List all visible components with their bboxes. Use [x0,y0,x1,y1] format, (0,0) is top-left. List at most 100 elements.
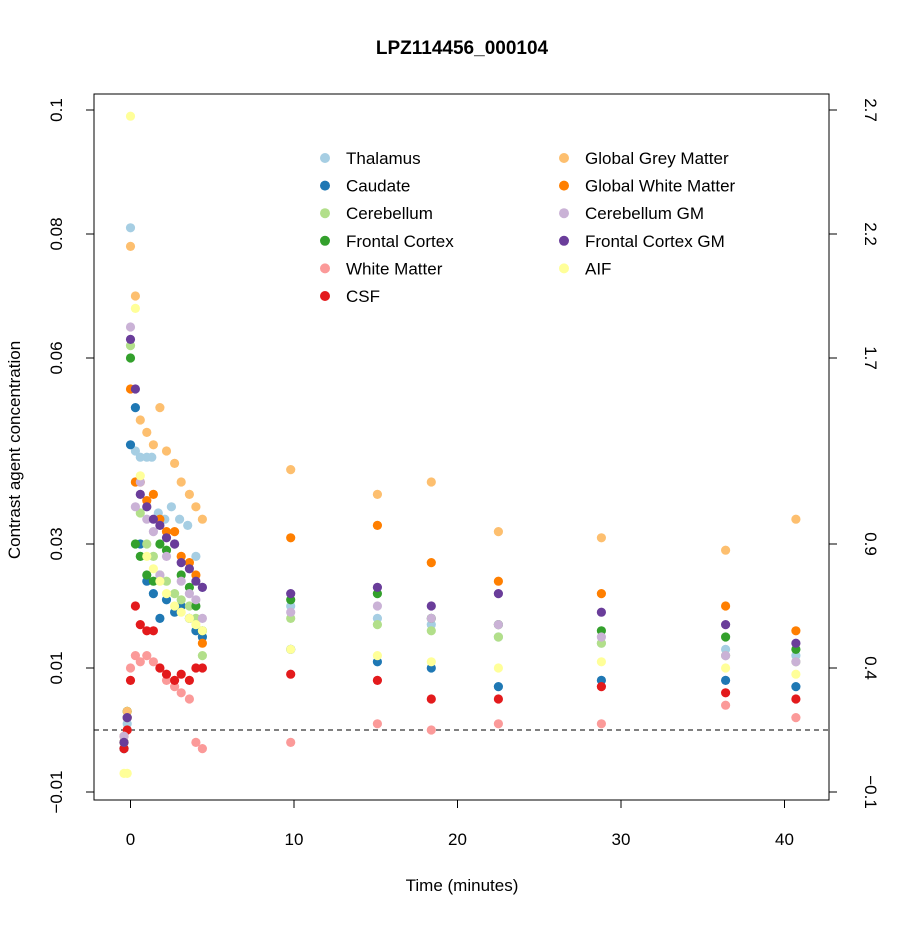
legend-marker-csf [320,291,330,301]
data-points [119,111,801,779]
point-aif [155,576,165,586]
point-global-white-matter [286,533,296,543]
legend-marker-global-grey-matter [559,153,569,163]
point-white-matter [184,694,194,704]
point-csf [197,663,207,673]
point-cerebellum [161,576,172,586]
y2-tick-label: −0.1 [861,775,880,809]
point-cerebellum-gm [286,607,296,617]
point-frontal-cortex-gm [426,601,436,611]
point-aif [791,669,801,679]
legend-label-thalamus: Thalamus [346,149,421,168]
point-global-white-matter [372,520,382,531]
point-aif [493,663,503,673]
point-frontal-cortex-gm [176,558,186,568]
point-cerebellum-gm [191,595,201,605]
legend-label-csf: CSF [346,287,380,306]
point-white-matter [791,713,801,723]
point-global-white-matter [791,626,801,636]
point-csf [286,669,296,679]
point-cerebellum-gm [148,527,158,537]
y-tick-label: 0.01 [47,651,66,684]
point-thalamus [125,223,136,233]
point-aif [191,620,201,630]
point-csf [791,694,801,704]
y2-tick-label: 0.4 [861,656,880,680]
point-caudate [155,613,165,624]
point-global-white-matter [596,589,607,599]
point-cerebellum-gm [493,620,503,630]
point-global-grey-matter [125,241,136,251]
point-global-white-matter [426,558,436,568]
point-aif [176,607,186,617]
point-frontal-cortex-gm [122,713,132,723]
y-axis-title: Contrast agent concentration [5,341,24,559]
point-thalamus [183,520,193,531]
point-aif [148,564,158,574]
point-cerebellum-gm [596,632,607,642]
point-global-grey-matter [426,477,436,487]
point-global-white-matter [170,527,180,537]
point-csf [130,601,140,611]
y-tick-label: 0.03 [47,527,66,560]
point-aif [125,111,136,121]
point-cerebellum [148,551,158,562]
point-caudate [493,682,503,692]
x-axis-title: Time (minutes) [406,876,519,895]
legend-label-white-matter: White Matter [346,259,443,278]
point-global-white-matter [721,601,731,611]
point-global-grey-matter [197,514,207,524]
point-cerebellum [135,508,145,518]
legend-label-cerebellum: Cerebellum [346,204,433,223]
point-caudate [130,403,140,413]
point-frontal-cortex-gm [493,589,503,599]
point-csf [161,669,172,679]
point-global-grey-matter [596,533,607,543]
legend-marker-cerebellum-gm [559,208,569,219]
point-aif [130,303,140,313]
point-aif [135,471,145,481]
point-csf [372,675,382,686]
point-global-grey-matter [721,545,731,555]
legend-label-aif: AIF [585,259,611,278]
point-aif [721,663,731,673]
y-axis-right: −0.1 0.4 0.9 1.7 2.2 2.7 [828,98,880,809]
legend-marker-thalamus [320,153,330,163]
point-cerebellum [197,651,207,661]
point-caudate [125,440,136,450]
point-aif [122,768,132,779]
point-cerebellum [170,589,180,599]
point-frontal-cortex-gm [142,502,152,512]
legend-label-frontal-cortex: Frontal Cortex [346,232,454,251]
legend-marker-caudate [320,180,330,191]
y2-tick-label: 0.9 [861,532,880,556]
legend-label-frontal-cortex-gm: Frontal Cortex GM [585,232,725,251]
point-white-matter [191,737,201,748]
chart-title: LPZ114456_000104 [376,38,549,59]
point-global-grey-matter [372,489,382,499]
point-cerebellum-gm [176,576,186,586]
point-csf [493,694,503,704]
point-frontal-cortex-gm [791,638,801,648]
legend-marker-aif [559,263,569,274]
point-caudate [791,682,801,692]
point-global-grey-matter [142,427,152,437]
point-frontal-cortex [135,551,145,562]
point-frontal-cortex-gm [161,533,172,543]
point-thalamus [166,502,176,512]
y2-tick-label: 2.7 [861,98,880,122]
point-cerebellum-gm [791,657,801,667]
point-frontal-cortex-gm [191,576,201,586]
point-white-matter [493,719,503,729]
legend-marker-cerebellum [320,208,330,219]
point-white-matter [176,688,186,698]
point-global-white-matter [197,638,207,648]
legend-marker-global-white-matter [559,180,569,191]
point-csf [596,682,607,692]
point-frontal-cortex-gm [721,620,731,630]
y-tick-label: 0.06 [47,341,66,374]
point-cerebellum-gm [372,601,382,611]
point-csf [155,663,165,673]
point-cerebellum-gm [125,322,136,332]
point-global-grey-matter [791,514,801,524]
